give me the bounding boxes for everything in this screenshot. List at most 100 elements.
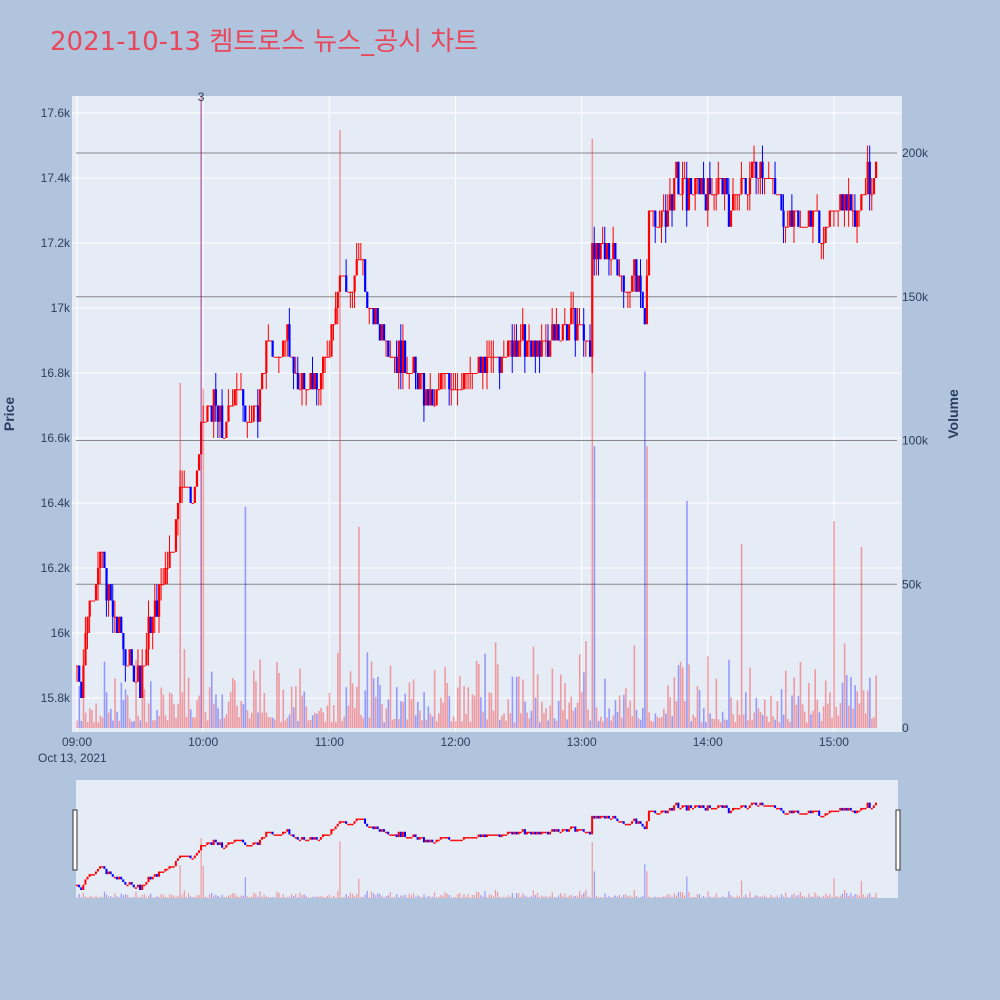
candle-body [637, 275, 640, 292]
slider-candle [279, 834, 282, 836]
slider-candle [750, 802, 753, 806]
volume-bar [253, 670, 255, 728]
slider-volume-bar [650, 897, 652, 898]
slider-candle [92, 874, 95, 876]
slider-volume-bar [799, 891, 801, 898]
candle-body [250, 421, 253, 423]
slider-candle [702, 805, 705, 808]
candle-body [599, 243, 602, 260]
candle-body [208, 405, 211, 407]
slider-candle [319, 837, 322, 840]
candle-body [265, 340, 268, 373]
volume-bar [793, 677, 795, 728]
slider-candle [126, 884, 129, 887]
candle-body [626, 291, 630, 293]
slider-volume-bar [595, 896, 598, 898]
slider-volume-bar [471, 894, 473, 898]
candle-body [853, 210, 857, 227]
slider-volume-bar [118, 897, 120, 898]
candle-body [704, 194, 707, 211]
slider-volume-bar [600, 896, 602, 898]
slider-volume-bar [831, 897, 833, 898]
slider-volume-bar [436, 897, 438, 898]
candle-body [481, 356, 484, 373]
main-plot[interactable]: 3 [72, 90, 902, 732]
slider-candle [517, 831, 520, 835]
slider-candle [805, 813, 808, 815]
volume-bar [332, 705, 335, 728]
candle-body [322, 356, 325, 373]
volume-bar [860, 546, 863, 728]
volume-bar [440, 697, 442, 728]
candle-body [708, 178, 712, 195]
slider-volume-bar [78, 894, 80, 898]
slider-volume-bar [307, 897, 309, 898]
candle-body [652, 210, 655, 212]
candle-body [761, 161, 764, 178]
slider-volume-bar [240, 895, 242, 898]
volume-bar [570, 696, 573, 728]
volume-bar [364, 690, 367, 728]
candle-body [572, 308, 575, 309]
volume-bar [858, 703, 861, 728]
slider-candle [435, 839, 438, 843]
volume-bar [391, 719, 394, 728]
slider-candle [269, 831, 272, 834]
volume-bar [673, 677, 676, 728]
volume-bar [318, 710, 320, 728]
volume-bar [543, 713, 545, 728]
slider-volume-bar [728, 891, 730, 898]
candle-body [404, 340, 407, 373]
slider-candle [811, 810, 814, 814]
slider-volume-bar [457, 894, 459, 898]
candle-body [214, 389, 217, 406]
slider-volume-bar [675, 895, 677, 898]
slider-candle [559, 831, 562, 834]
range-slider[interactable] [72, 780, 901, 898]
slider-candle [176, 858, 179, 861]
range-slider-right-handle[interactable] [895, 809, 901, 871]
volume-bar [128, 718, 131, 728]
range-slider-left-handle[interactable] [72, 809, 78, 871]
slider-candle [353, 821, 356, 824]
slider-volume-bar [499, 897, 501, 898]
volume-bar [822, 706, 825, 728]
slider-volume-bar [141, 894, 143, 898]
candle-body [654, 210, 657, 227]
candle-body [837, 210, 840, 212]
slider-candle [828, 810, 831, 814]
volume-bar [602, 721, 604, 728]
candle-body [774, 178, 777, 195]
candle-body [111, 600, 114, 617]
slider-volume-bar [190, 896, 192, 898]
volume-bar [194, 717, 196, 728]
slider-volume-bar [158, 896, 160, 898]
candle-body [267, 340, 270, 342]
slider-volume-bar [850, 893, 852, 898]
slider-volume-bar [461, 897, 463, 898]
volume-bar [812, 710, 814, 728]
slider-candle [490, 834, 493, 836]
slider-volume-bar [768, 897, 770, 898]
slider-volume-bar [284, 897, 286, 898]
candle-body [324, 356, 327, 358]
slider-candle [200, 845, 203, 851]
candle-body [679, 194, 682, 196]
volume-bar [221, 694, 224, 728]
slider-volume-bar [478, 891, 480, 898]
slider-volume-bar [286, 897, 288, 898]
slider-candle [513, 831, 516, 835]
volume-bar [751, 719, 753, 728]
slider-volume-bar [734, 897, 736, 898]
slider-volume-bar [242, 895, 244, 898]
slider-volume-bar [324, 897, 326, 898]
volume-bar [728, 659, 730, 728]
slider-candle [237, 839, 240, 842]
slider-volume-bar [671, 896, 673, 898]
candle-body [807, 210, 810, 227]
slider-candle [717, 805, 720, 808]
candle-body [605, 243, 609, 260]
slider-candle [185, 855, 188, 858]
slider-volume-bar [785, 892, 787, 898]
candle-body [80, 681, 83, 698]
